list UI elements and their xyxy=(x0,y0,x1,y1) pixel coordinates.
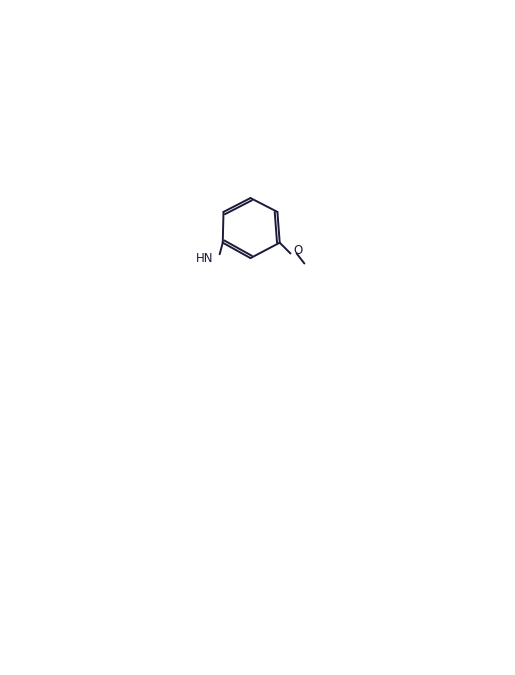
Text: O: O xyxy=(294,244,303,257)
Text: HN: HN xyxy=(196,252,214,265)
